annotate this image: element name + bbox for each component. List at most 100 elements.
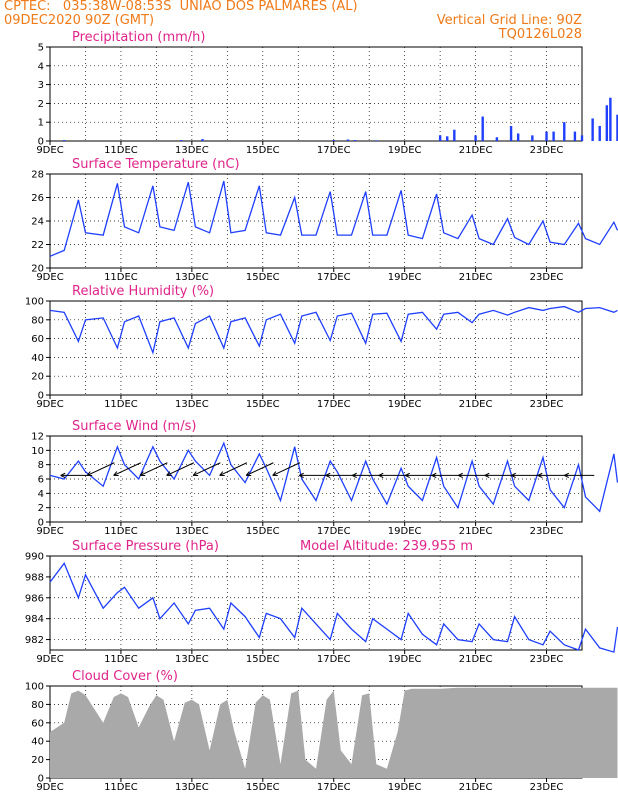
wind-arrow-head: [272, 471, 278, 476]
x-tick-label: 21DEC: [459, 272, 493, 283]
precip-bar: [605, 105, 609, 141]
precip-bar: [552, 131, 555, 141]
cloud-area: [50, 687, 618, 778]
y-tick-label: 60: [31, 334, 44, 345]
precip-bar: [563, 122, 566, 141]
precip-bar: [375, 140, 378, 141]
x-tick-label: 15DEC: [246, 654, 280, 665]
y-tick-label: 26: [31, 193, 44, 204]
precip-bar: [573, 131, 577, 141]
plot-frame-2: [49, 300, 583, 396]
x-tick-label: 17DEC: [317, 526, 351, 537]
y-tick-label: 1: [38, 118, 44, 129]
wind-arrow: [192, 462, 221, 476]
y-tick-label: 12: [31, 432, 44, 443]
x-tick-label: 19DEC: [388, 526, 422, 537]
wind-arrow: [166, 462, 195, 476]
y-tick-label: 20: [31, 372, 44, 383]
y-tick-label: 990: [25, 552, 44, 563]
x-tick-label: 21DEC: [459, 782, 493, 793]
x-tick-label: 23DEC: [530, 145, 564, 156]
wind-arrow-head: [86, 471, 93, 476]
series-line: [49, 561, 618, 653]
x-tick-label: 21DEC: [459, 145, 493, 156]
y-tick-label: 28: [31, 170, 44, 181]
wind-arrow: [113, 462, 142, 476]
y-tick-label: 4: [38, 489, 44, 500]
precip-bar: [495, 137, 499, 141]
x-tick-label: 9DEC: [36, 654, 63, 665]
precip-bar: [616, 114, 618, 141]
x-tick-label: 21DEC: [459, 526, 493, 537]
y-tick-label: 5: [38, 43, 44, 54]
wind-arrow-head: [60, 472, 66, 479]
x-tick-label: 13DEC: [175, 272, 209, 283]
y-tick-label: 24: [31, 217, 44, 228]
header-line3-right: TQ0126L028: [498, 27, 582, 42]
x-tick-label: 13DEC: [175, 782, 209, 793]
y-tick-label: 10: [31, 446, 44, 457]
wind-arrow-head: [298, 472, 304, 479]
x-tick-label: 11DEC: [104, 654, 138, 665]
y-tick-label: 80: [31, 315, 44, 326]
y-tick-label: 4: [38, 61, 44, 72]
precip-bar: [201, 139, 204, 141]
precip-bar: [353, 140, 357, 141]
wind-arrow-head: [537, 472, 543, 479]
wind-arrow-head: [192, 471, 199, 476]
wind-arrow-head: [484, 472, 490, 479]
y-tick-label: 984: [25, 614, 44, 625]
wind-arrow: [139, 462, 168, 476]
x-tick-label: 21DEC: [459, 399, 493, 410]
wind-arrow-head: [139, 471, 146, 476]
precip-bar: [531, 135, 534, 141]
precip-bar: [332, 140, 335, 141]
wind-arrow: [219, 462, 248, 476]
wind-arrow-head: [351, 472, 357, 479]
wind-arrow-head: [431, 472, 437, 479]
y-tick-label: 3: [38, 80, 44, 91]
x-tick-label: 9DEC: [36, 526, 63, 537]
x-tick-label: 23DEC: [530, 272, 564, 283]
x-tick-label: 17DEC: [317, 145, 351, 156]
wind-arrow-head: [325, 472, 331, 479]
precip-bar: [609, 97, 612, 141]
header-line1-left: CPTEC: 035:38W-08:53S UNIAO DOS PALMARES…: [4, 0, 358, 14]
panel-title: Cloud Cover (%): [72, 669, 178, 684]
wind-arrow-head: [564, 472, 569, 479]
precip-bar: [180, 140, 183, 141]
x-tick-label: 19DEC: [388, 782, 422, 793]
y-tick-label: 20: [31, 755, 44, 766]
wind-arrow: [86, 462, 115, 476]
precip-bar: [453, 129, 456, 141]
precip-bar: [446, 136, 449, 141]
x-tick-label: 11DEC: [104, 526, 138, 537]
x-tick-label: 17DEC: [317, 782, 351, 793]
x-tick-label: 19DEC: [388, 145, 422, 156]
y-tick-label: 8: [38, 460, 44, 471]
x-tick-label: 15DEC: [246, 145, 280, 156]
wind-arrow: [245, 462, 274, 476]
x-tick-label: 13DEC: [175, 654, 209, 665]
precip-bar: [346, 139, 350, 141]
wind-arrow-head: [378, 472, 384, 479]
x-tick-label: 17DEC: [317, 654, 351, 665]
x-tick-label: 13DEC: [175, 399, 209, 410]
series-line: [49, 180, 618, 257]
series-line: [49, 305, 618, 355]
wind-arrow-head: [511, 472, 516, 479]
precip-bar: [62, 140, 66, 141]
x-tick-label: 23DEC: [530, 654, 564, 665]
x-tick-label: 9DEC: [36, 145, 63, 156]
x-tick-label: 19DEC: [388, 654, 422, 665]
y-tick-label: 2: [38, 503, 44, 514]
x-tick-label: 9DEC: [36, 782, 63, 793]
wind-arrow-head: [245, 471, 252, 476]
x-tick-label: 11DEC: [104, 782, 138, 793]
precip-bar: [591, 118, 594, 141]
x-tick-label: 15DEC: [246, 399, 280, 410]
y-tick-label: 988: [25, 572, 44, 583]
y-tick-label: 80: [31, 700, 44, 711]
y-tick-label: 60: [31, 718, 44, 729]
x-tick-label: 17DEC: [317, 399, 351, 410]
